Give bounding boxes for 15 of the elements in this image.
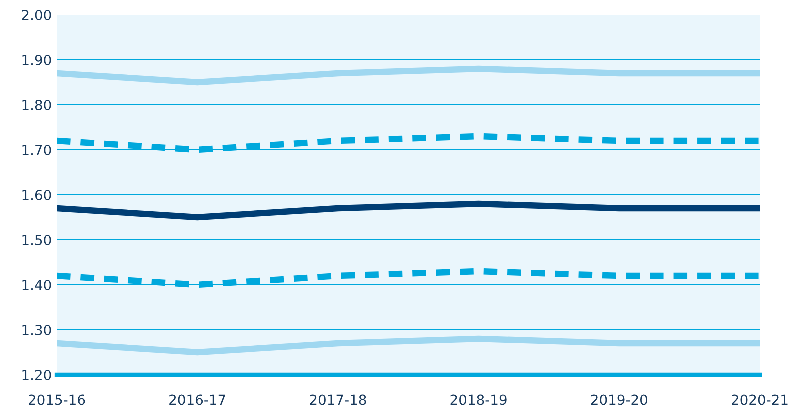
x-tick-label: 2017-18	[310, 394, 366, 406]
y-tick-label: 1.70	[22, 144, 52, 156]
x-tick-label: 2020-21	[732, 394, 788, 406]
x-tick-label: 2019-20	[591, 394, 648, 406]
y-tick-label: 2.00	[22, 10, 52, 20]
y-tick-label: 1.20	[22, 370, 52, 380]
x-tick-label: 2015-16	[29, 394, 86, 406]
y-tick-label: 1.30	[22, 324, 52, 336]
x-tick-label: 2016-17	[170, 394, 226, 406]
y-tick-label: 1.90	[22, 54, 52, 66]
y-tick-label: 1.80	[22, 100, 52, 110]
x-tick-label: 2018-19	[450, 394, 507, 406]
y-tick-label: 1.40	[22, 280, 52, 290]
y-tick-label: 1.50	[22, 234, 52, 246]
y-tick-label: 1.60	[22, 190, 52, 200]
